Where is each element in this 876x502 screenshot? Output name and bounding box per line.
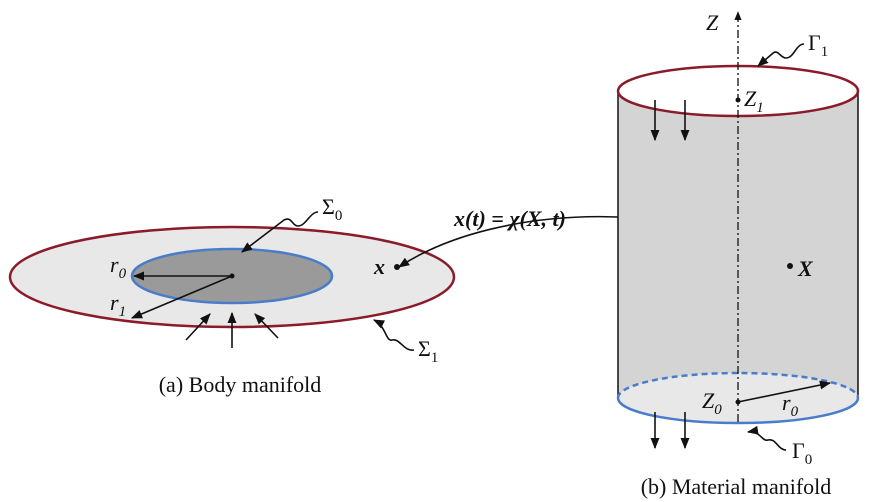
shape: 0 <box>805 452 813 468</box>
shape: 1 <box>119 304 127 320</box>
shape: Γ <box>808 30 821 55</box>
caption: (b) Material manifold <box>641 474 832 499</box>
shape <box>758 44 804 66</box>
shape <box>374 320 414 350</box>
shape: 1 <box>756 100 764 116</box>
label: Γ1 <box>808 30 828 60</box>
label: x <box>373 254 385 279</box>
shape: Z <box>744 86 757 111</box>
shape: 0 <box>335 208 343 224</box>
shape <box>787 263 793 269</box>
shape: Σ <box>322 194 335 219</box>
diagram: r0 r1 Σ0 Σ1 x (a) Body manifold x(t) = χ… <box>0 0 876 502</box>
shape <box>736 98 741 103</box>
shape <box>748 432 786 450</box>
shape <box>230 274 235 279</box>
formula: x(t) = χ(X, t) <box>453 206 566 231</box>
label: Z <box>706 10 719 35</box>
label: Σ0 <box>322 194 342 224</box>
shape: 0 <box>791 404 799 420</box>
shape <box>736 400 741 405</box>
label: Γ0 <box>792 438 812 468</box>
shape: 1 <box>431 350 439 366</box>
shape: Γ <box>792 438 805 463</box>
caption: (a) Body manifold <box>159 372 322 397</box>
shape: Z <box>702 388 715 413</box>
label: Σ1 <box>418 336 438 366</box>
shape: 0 <box>714 402 722 418</box>
shape: 1 <box>821 44 829 60</box>
shape: Σ <box>418 336 431 361</box>
shape <box>394 264 400 270</box>
shape: 0 <box>119 266 127 282</box>
label: X <box>797 256 814 281</box>
